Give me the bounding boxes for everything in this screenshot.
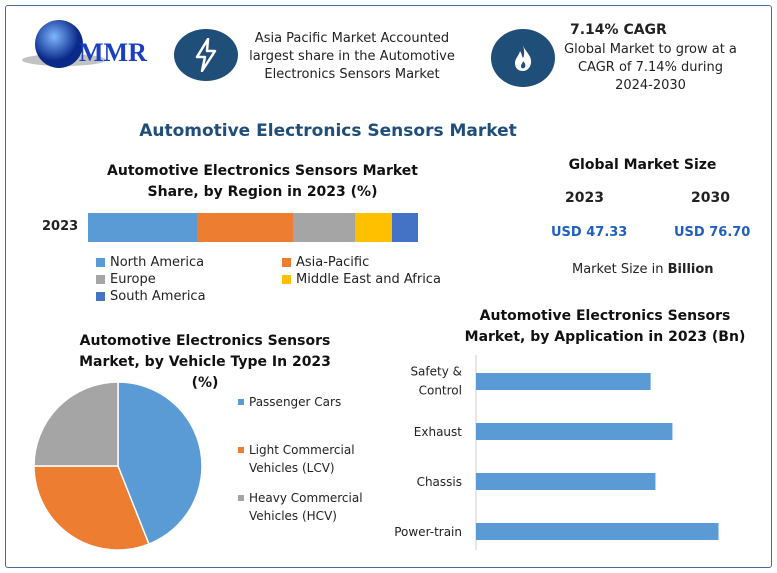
legend-label: Europe <box>110 272 156 287</box>
legend-north-america: North America <box>96 255 282 270</box>
legend-label: South America <box>110 289 206 304</box>
pie-slice-0 <box>117 381 203 546</box>
global-value-2030: USD 76.70 <box>674 225 751 240</box>
bar-segment-north-america <box>88 213 197 242</box>
info-asia-pacific: Asia Pacific Market Accounted largest sh… <box>249 31 455 82</box>
application-bar <box>476 373 651 390</box>
legend-label: Middle East and Africa <box>296 272 441 287</box>
legend-europe: Europe <box>96 272 282 287</box>
unit: Billion <box>667 262 714 277</box>
legend-label: Asia-Pacific <box>296 255 370 270</box>
cagr-text: Global Market to grow at a CAGR of 7.14%… <box>564 42 737 93</box>
pie-slice-1 <box>33 465 150 551</box>
bar-segment-asia-pacific <box>196 213 293 242</box>
region-legend: North America Asia-Pacific Europe Middle… <box>96 255 456 304</box>
bar-segment-south-america <box>391 213 418 242</box>
application-bar-chart: Safety & Control Exhaust Chassis Power-train <box>394 355 719 550</box>
application-bar <box>476 523 719 540</box>
legend-lcv: Light Commercial Vehicles (LCV) <box>238 441 378 477</box>
application-chart-title: Automotive Electronics Sensors Market, b… <box>464 308 746 345</box>
infographic-frame <box>5 5 772 568</box>
mmr-logo: MMR <box>14 12 159 72</box>
vehicle-pie-chart <box>33 381 203 551</box>
legend-south-america: South America <box>96 289 282 304</box>
application-bar <box>476 473 656 490</box>
region-chart-title: Automotive Electronics Sensors Market Sh… <box>107 163 418 200</box>
lightning-icon <box>174 29 238 81</box>
global-unit: Market Size in Billion <box>572 262 714 277</box>
legend-asia-pacific: Asia-Pacific <box>282 255 452 270</box>
legend-label: Heavy Commercial Vehicles (HCV) <box>249 491 363 523</box>
flame-icon <box>491 29 555 87</box>
region-year-label: 2023 <box>42 219 79 234</box>
logo-text: MMR <box>79 38 147 67</box>
bar-segment-europe <box>292 213 356 242</box>
category-label: Chassis <box>417 475 462 489</box>
category-label: Safety & Control <box>410 365 462 398</box>
category-label: Exhaust <box>414 425 463 439</box>
legend-label: North America <box>110 255 205 270</box>
application-bar <box>476 423 673 440</box>
legend-hcv: Heavy Commercial Vehicles (HCV) <box>238 489 378 525</box>
bar-segment-middle-east-and-africa <box>355 213 392 242</box>
global-value-2023: USD 47.33 <box>551 225 628 240</box>
category-label: Power-train <box>394 525 462 539</box>
legend-label: Passenger Cars <box>249 395 342 409</box>
global-title: Global Market Size <box>568 157 717 173</box>
legend-mea: Middle East and Africa <box>282 272 452 287</box>
global-year-2023: 2023 <box>565 190 604 206</box>
cagr-title: 7.14% CAGR <box>570 22 667 38</box>
page-title: Automotive Electronics Sensors Market <box>139 121 517 141</box>
region-stacked-bar <box>88 213 418 242</box>
pie-slice-2 <box>33 381 119 467</box>
legend-passenger-cars: Passenger Cars <box>238 393 378 411</box>
global-year-2030: 2030 <box>691 190 730 206</box>
unit-prefix: Market Size in <box>572 262 668 277</box>
legend-label: Light Commercial Vehicles (LCV) <box>249 443 355 475</box>
vehicle-legend: Passenger Cars Light Commercial Vehicles… <box>238 393 378 525</box>
vehicle-chart-title: Automotive Electronics Sensors Market, b… <box>79 333 331 391</box>
